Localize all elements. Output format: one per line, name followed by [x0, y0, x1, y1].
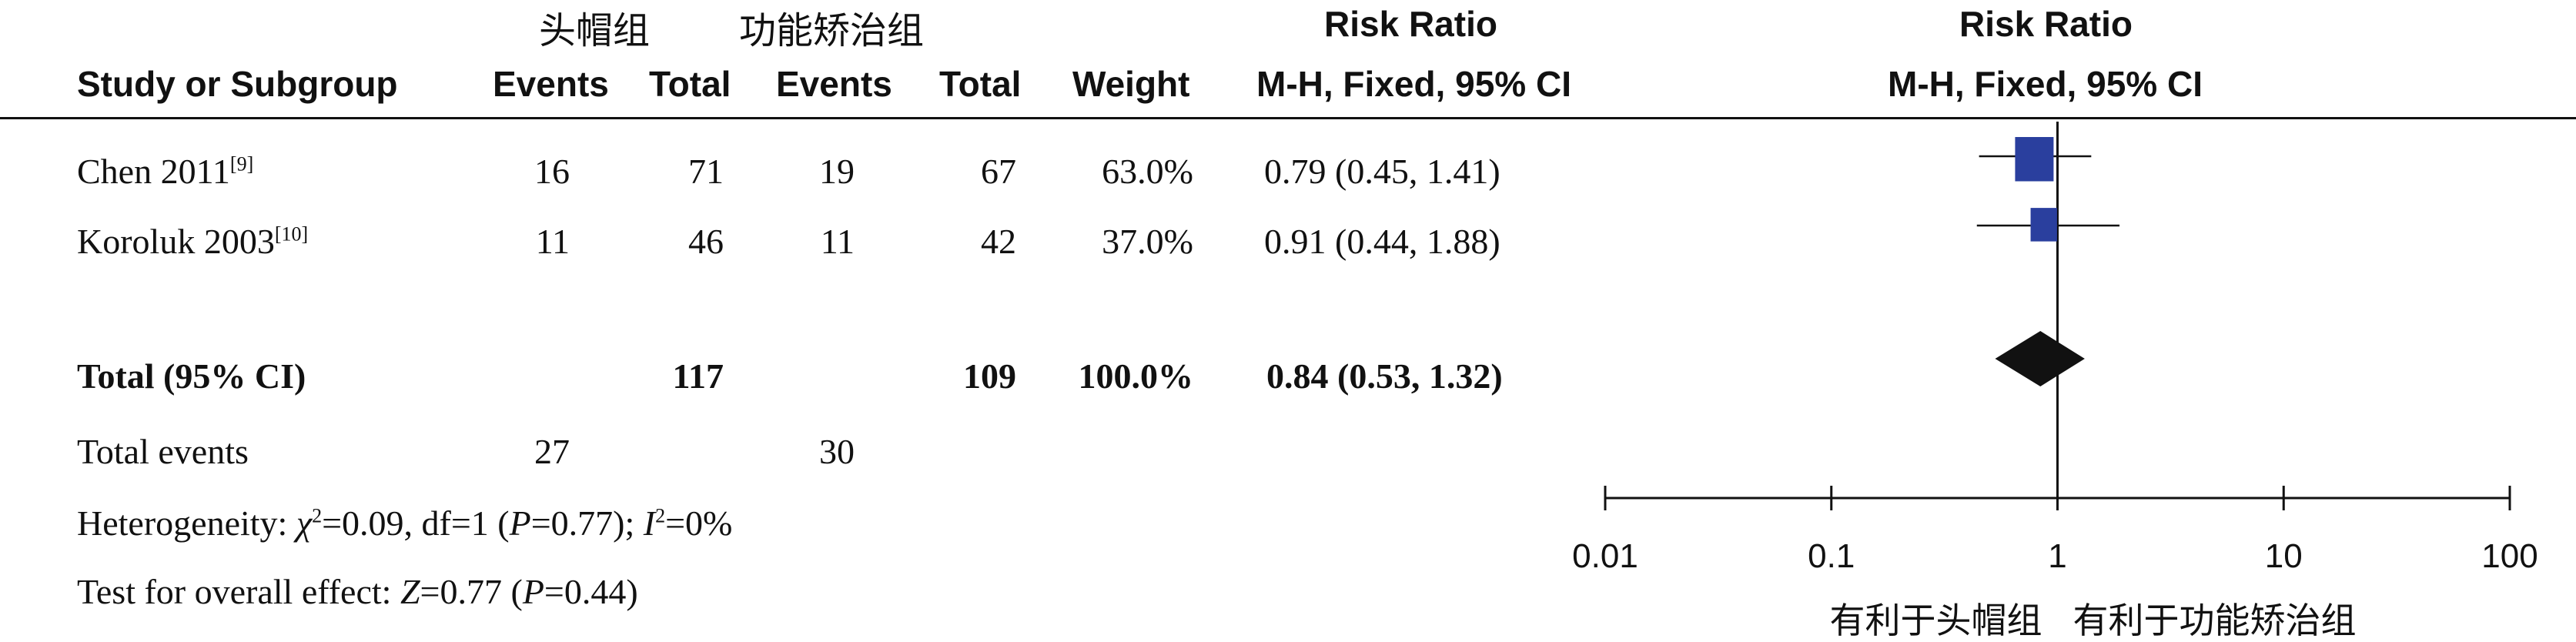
- forest-plot: 0.01 0.1 1 10 100 有利于头帽组 有利于功能矫治组: [1572, 122, 2538, 641]
- events1-header: Events: [493, 64, 609, 104]
- total1-header: Total: [649, 64, 731, 104]
- p-symbol: P: [509, 503, 531, 543]
- events1-cell: 16: [534, 152, 570, 191]
- ci-cell: 0.91 (0.44, 1.88): [1264, 222, 1500, 261]
- study-header: Study or Subgroup: [77, 64, 398, 104]
- i-symbol: I: [643, 503, 656, 543]
- i-exponent: 2: [655, 504, 666, 527]
- overall-p-symbol: P: [522, 572, 544, 611]
- plot-title-header: Risk Ratio: [1959, 4, 2133, 44]
- total2-cell: 42: [981, 222, 1016, 261]
- rr-title-header: Risk Ratio: [1324, 4, 1497, 44]
- weight-cell: 63.0%: [1102, 152, 1193, 191]
- z-symbol: Z: [400, 572, 420, 611]
- total1-cell: 46: [688, 222, 724, 261]
- x-tick-label: 0.1: [1808, 537, 1855, 575]
- study-square-marker: [2015, 137, 2054, 182]
- group2-header: 功能矫治组: [739, 9, 925, 52]
- study-ref: [10]: [274, 222, 309, 246]
- total-events-label: Total events: [77, 432, 249, 471]
- overall-p-value: =0.44): [544, 572, 638, 611]
- total-weight: 100.0%: [1078, 356, 1194, 396]
- total-ci: 0.84 (0.53, 1.32): [1266, 356, 1503, 396]
- pooled-diamond-marker: [1995, 331, 2085, 386]
- x-tick-label: 10: [2265, 537, 2303, 575]
- weight-cell: 37.0%: [1102, 222, 1193, 261]
- chi-exponent: 2: [312, 504, 323, 527]
- ci-cell: 0.79 (0.45, 1.41): [1264, 152, 1500, 191]
- group1-header: 头帽组: [539, 9, 651, 52]
- total-events2: 30: [819, 432, 855, 471]
- i-value: =0%: [665, 503, 733, 543]
- study-name: Koroluk 2003[10]: [77, 221, 308, 262]
- weight-header: Weight: [1072, 64, 1190, 104]
- favours-right-label: 有利于功能矫治组: [2073, 600, 2357, 641]
- rr-method-header: M-H, Fixed, 95% CI: [1256, 64, 1571, 104]
- total-total1: 117: [672, 356, 724, 396]
- chi-value: =0.09, df=1 (: [322, 503, 510, 543]
- total1-cell: 71: [688, 152, 724, 191]
- events2-cell: 19: [819, 152, 855, 191]
- study-name: Chen 2011[9]: [77, 151, 253, 192]
- overall-effect-text: Test for overall effect: Z=0.77 (P=0.44): [77, 571, 638, 612]
- total-label: Total (95% CI): [77, 356, 306, 396]
- overall-prefix: Test for overall effect:: [77, 572, 400, 611]
- total-events1: 27: [534, 432, 570, 471]
- study-ref: [9]: [229, 152, 254, 176]
- favours-left-label: 有利于头帽组: [1830, 600, 2042, 641]
- study-square-marker: [2030, 208, 2057, 242]
- total-total2: 109: [963, 356, 1016, 396]
- events2-header: Events: [776, 64, 892, 104]
- total2-header: Total: [939, 64, 1022, 104]
- x-tick-label: 1: [2048, 537, 2066, 575]
- header-rule: [0, 117, 2576, 119]
- plot-method-header: M-H, Fixed, 95% CI: [1888, 64, 2203, 104]
- study-label: Koroluk 2003: [77, 222, 275, 261]
- heterogeneity-prefix: Heterogeneity:: [77, 503, 296, 543]
- heterogeneity-text: Heterogeneity: χ2=0.09, df=1 (P=0.77); I…: [77, 503, 732, 543]
- x-tick-label: 0.01: [1572, 537, 1638, 575]
- chi-symbol: χ: [296, 503, 313, 543]
- p-value: =0.77);: [530, 503, 644, 543]
- z-value: =0.77 (: [420, 572, 523, 611]
- events2-cell: 11: [820, 222, 855, 261]
- events1-cell: 11: [535, 222, 570, 261]
- x-tick-label: 100: [2481, 537, 2538, 575]
- study-label: Chen 2011: [77, 152, 230, 191]
- total2-cell: 67: [981, 152, 1016, 191]
